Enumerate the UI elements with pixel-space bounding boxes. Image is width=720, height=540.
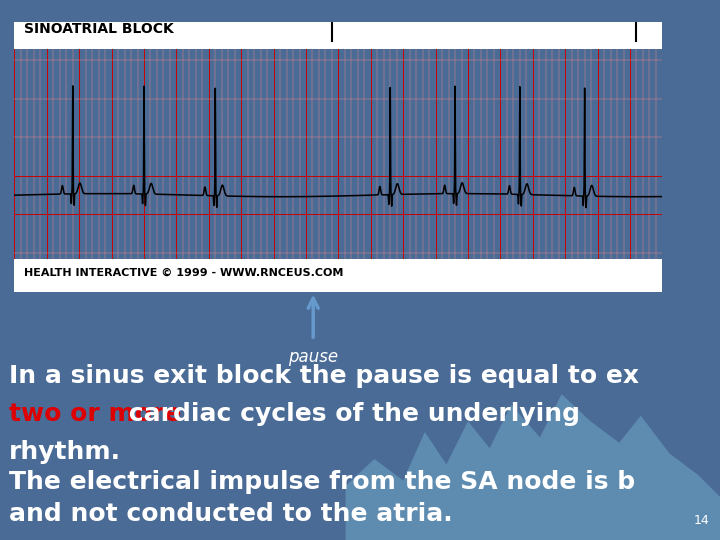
Text: SINOATRIAL BLOCK: SINOATRIAL BLOCK bbox=[24, 22, 174, 36]
Text: cardiac cycles of the underlying: cardiac cycles of the underlying bbox=[120, 402, 580, 426]
Text: and not conducted to the atria.: and not conducted to the atria. bbox=[9, 502, 452, 526]
Bar bbox=[14, 22, 662, 49]
Bar bbox=[14, 259, 662, 292]
Text: 14: 14 bbox=[693, 514, 709, 526]
Text: two or more: two or more bbox=[9, 402, 181, 426]
Text: In a sinus exit block the pause is equal to ex: In a sinus exit block the pause is equal… bbox=[9, 364, 639, 388]
Text: HEALTH INTERACTIVE © 1999 - WWW.RNCEUS.COM: HEALTH INTERACTIVE © 1999 - WWW.RNCEUS.C… bbox=[24, 267, 343, 278]
Text: The electrical impulse from the SA node is b: The electrical impulse from the SA node … bbox=[9, 470, 635, 494]
Text: pause: pause bbox=[288, 348, 338, 366]
Text: rhythm.: rhythm. bbox=[9, 440, 121, 464]
Polygon shape bbox=[346, 394, 720, 540]
